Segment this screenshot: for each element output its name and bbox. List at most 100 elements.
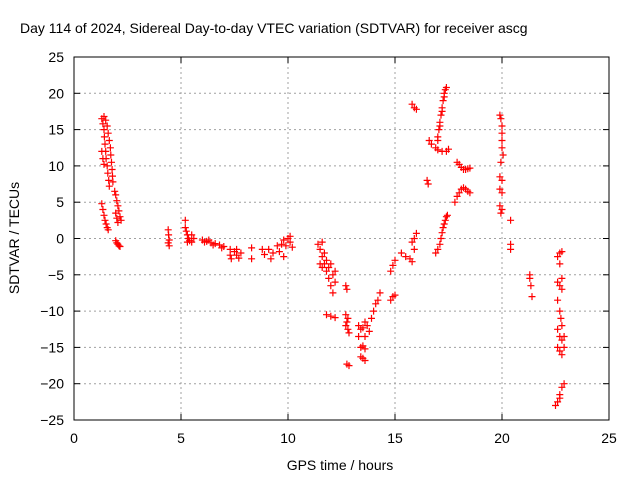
- data-point: [423, 176, 431, 184]
- data-point: [355, 333, 363, 340]
- data-point: [370, 307, 378, 315]
- data-point: [552, 402, 559, 409]
- data-point: [343, 285, 351, 293]
- data-point: [345, 362, 353, 370]
- x-tick-label: 10: [280, 430, 296, 446]
- data-point: [181, 216, 189, 224]
- data-point: [99, 120, 107, 128]
- data-point: [226, 251, 234, 259]
- data-point: [205, 236, 213, 244]
- chart-title: Day 114 of 2024, Sidereal Day-to-day VTE…: [20, 20, 528, 36]
- data-point: [527, 282, 535, 290]
- data-point: [100, 113, 108, 120]
- data-point: [556, 307, 564, 315]
- y-tick-label: 25: [48, 49, 64, 65]
- data-point: [164, 239, 172, 247]
- data-point: [558, 248, 566, 256]
- data-point: [434, 245, 442, 253]
- data-point: [323, 256, 330, 264]
- data-point: [101, 140, 109, 148]
- data-point: [320, 249, 328, 257]
- data-point: [265, 245, 273, 253]
- gridlines: [74, 57, 609, 420]
- data-point: [372, 300, 380, 308]
- data-point: [361, 345, 369, 353]
- data-point: [108, 166, 116, 173]
- data-point: [391, 256, 399, 264]
- data-point: [269, 249, 277, 257]
- y-tick-label: −10: [40, 303, 64, 319]
- data-point: [103, 162, 111, 170]
- data-point: [115, 242, 123, 250]
- data-point: [554, 343, 562, 351]
- data-point: [496, 185, 504, 193]
- data-point: [554, 278, 562, 286]
- data-point: [412, 105, 420, 113]
- data-point: [105, 182, 113, 190]
- data-point: [329, 289, 337, 297]
- data-point: [218, 244, 226, 252]
- data-point: [325, 274, 333, 282]
- data-point: [368, 314, 375, 322]
- x-tick-label: 15: [387, 430, 403, 446]
- data-point: [105, 137, 113, 144]
- data-point: [466, 189, 474, 197]
- data-point: [361, 357, 369, 364]
- data-point: [442, 213, 450, 221]
- data-point: [327, 260, 335, 268]
- x-axis-label: GPS time / hours: [287, 457, 394, 473]
- data-point: [227, 255, 235, 263]
- y-tick-label: −20: [40, 376, 64, 392]
- y-tick-label: 15: [48, 122, 64, 138]
- data-point: [408, 258, 416, 266]
- data-point: [498, 122, 506, 130]
- data-point: [282, 242, 290, 250]
- data-point: [440, 93, 448, 101]
- data-point: [182, 227, 190, 235]
- data-point: [209, 241, 217, 249]
- data-point: [558, 274, 566, 282]
- data-point: [466, 164, 474, 172]
- data-point: [498, 129, 506, 137]
- data-point: [453, 192, 461, 200]
- data-point: [498, 176, 506, 184]
- data-point: [558, 285, 566, 293]
- data-point: [558, 336, 566, 344]
- data-point: [387, 267, 395, 275]
- data-series-sdtvar: [98, 84, 568, 409]
- data-point: [437, 235, 445, 242]
- data-point: [316, 245, 324, 253]
- data-point: [410, 235, 418, 242]
- data-point: [402, 253, 410, 261]
- data-point: [323, 311, 330, 319]
- data-point: [102, 116, 110, 124]
- data-point: [497, 115, 505, 123]
- data-point: [100, 126, 108, 134]
- data-point: [376, 289, 384, 297]
- data-point: [318, 253, 326, 261]
- data-point: [280, 236, 288, 244]
- y-axis-label: SDTVAR / TECUs: [6, 182, 22, 294]
- data-point: [434, 146, 442, 154]
- data-point: [267, 255, 275, 263]
- data-point: [233, 245, 241, 253]
- data-point: [499, 151, 507, 159]
- data-point: [116, 243, 124, 250]
- data-point: [441, 216, 449, 224]
- data-point: [507, 216, 515, 224]
- data-point: [113, 197, 121, 205]
- data-point: [235, 254, 243, 262]
- data-point: [112, 209, 120, 217]
- data-point: [99, 155, 107, 163]
- data-point: [105, 176, 113, 184]
- y-tick-label: 5: [56, 194, 64, 210]
- y-tick-label: −15: [40, 339, 64, 355]
- data-point: [344, 325, 352, 333]
- data-point: [556, 394, 564, 402]
- y-tick-label: 20: [48, 85, 64, 101]
- data-point: [98, 147, 106, 155]
- data-point: [432, 249, 440, 257]
- x-tick-label: 5: [177, 430, 185, 446]
- x-tick-label: 20: [494, 430, 510, 446]
